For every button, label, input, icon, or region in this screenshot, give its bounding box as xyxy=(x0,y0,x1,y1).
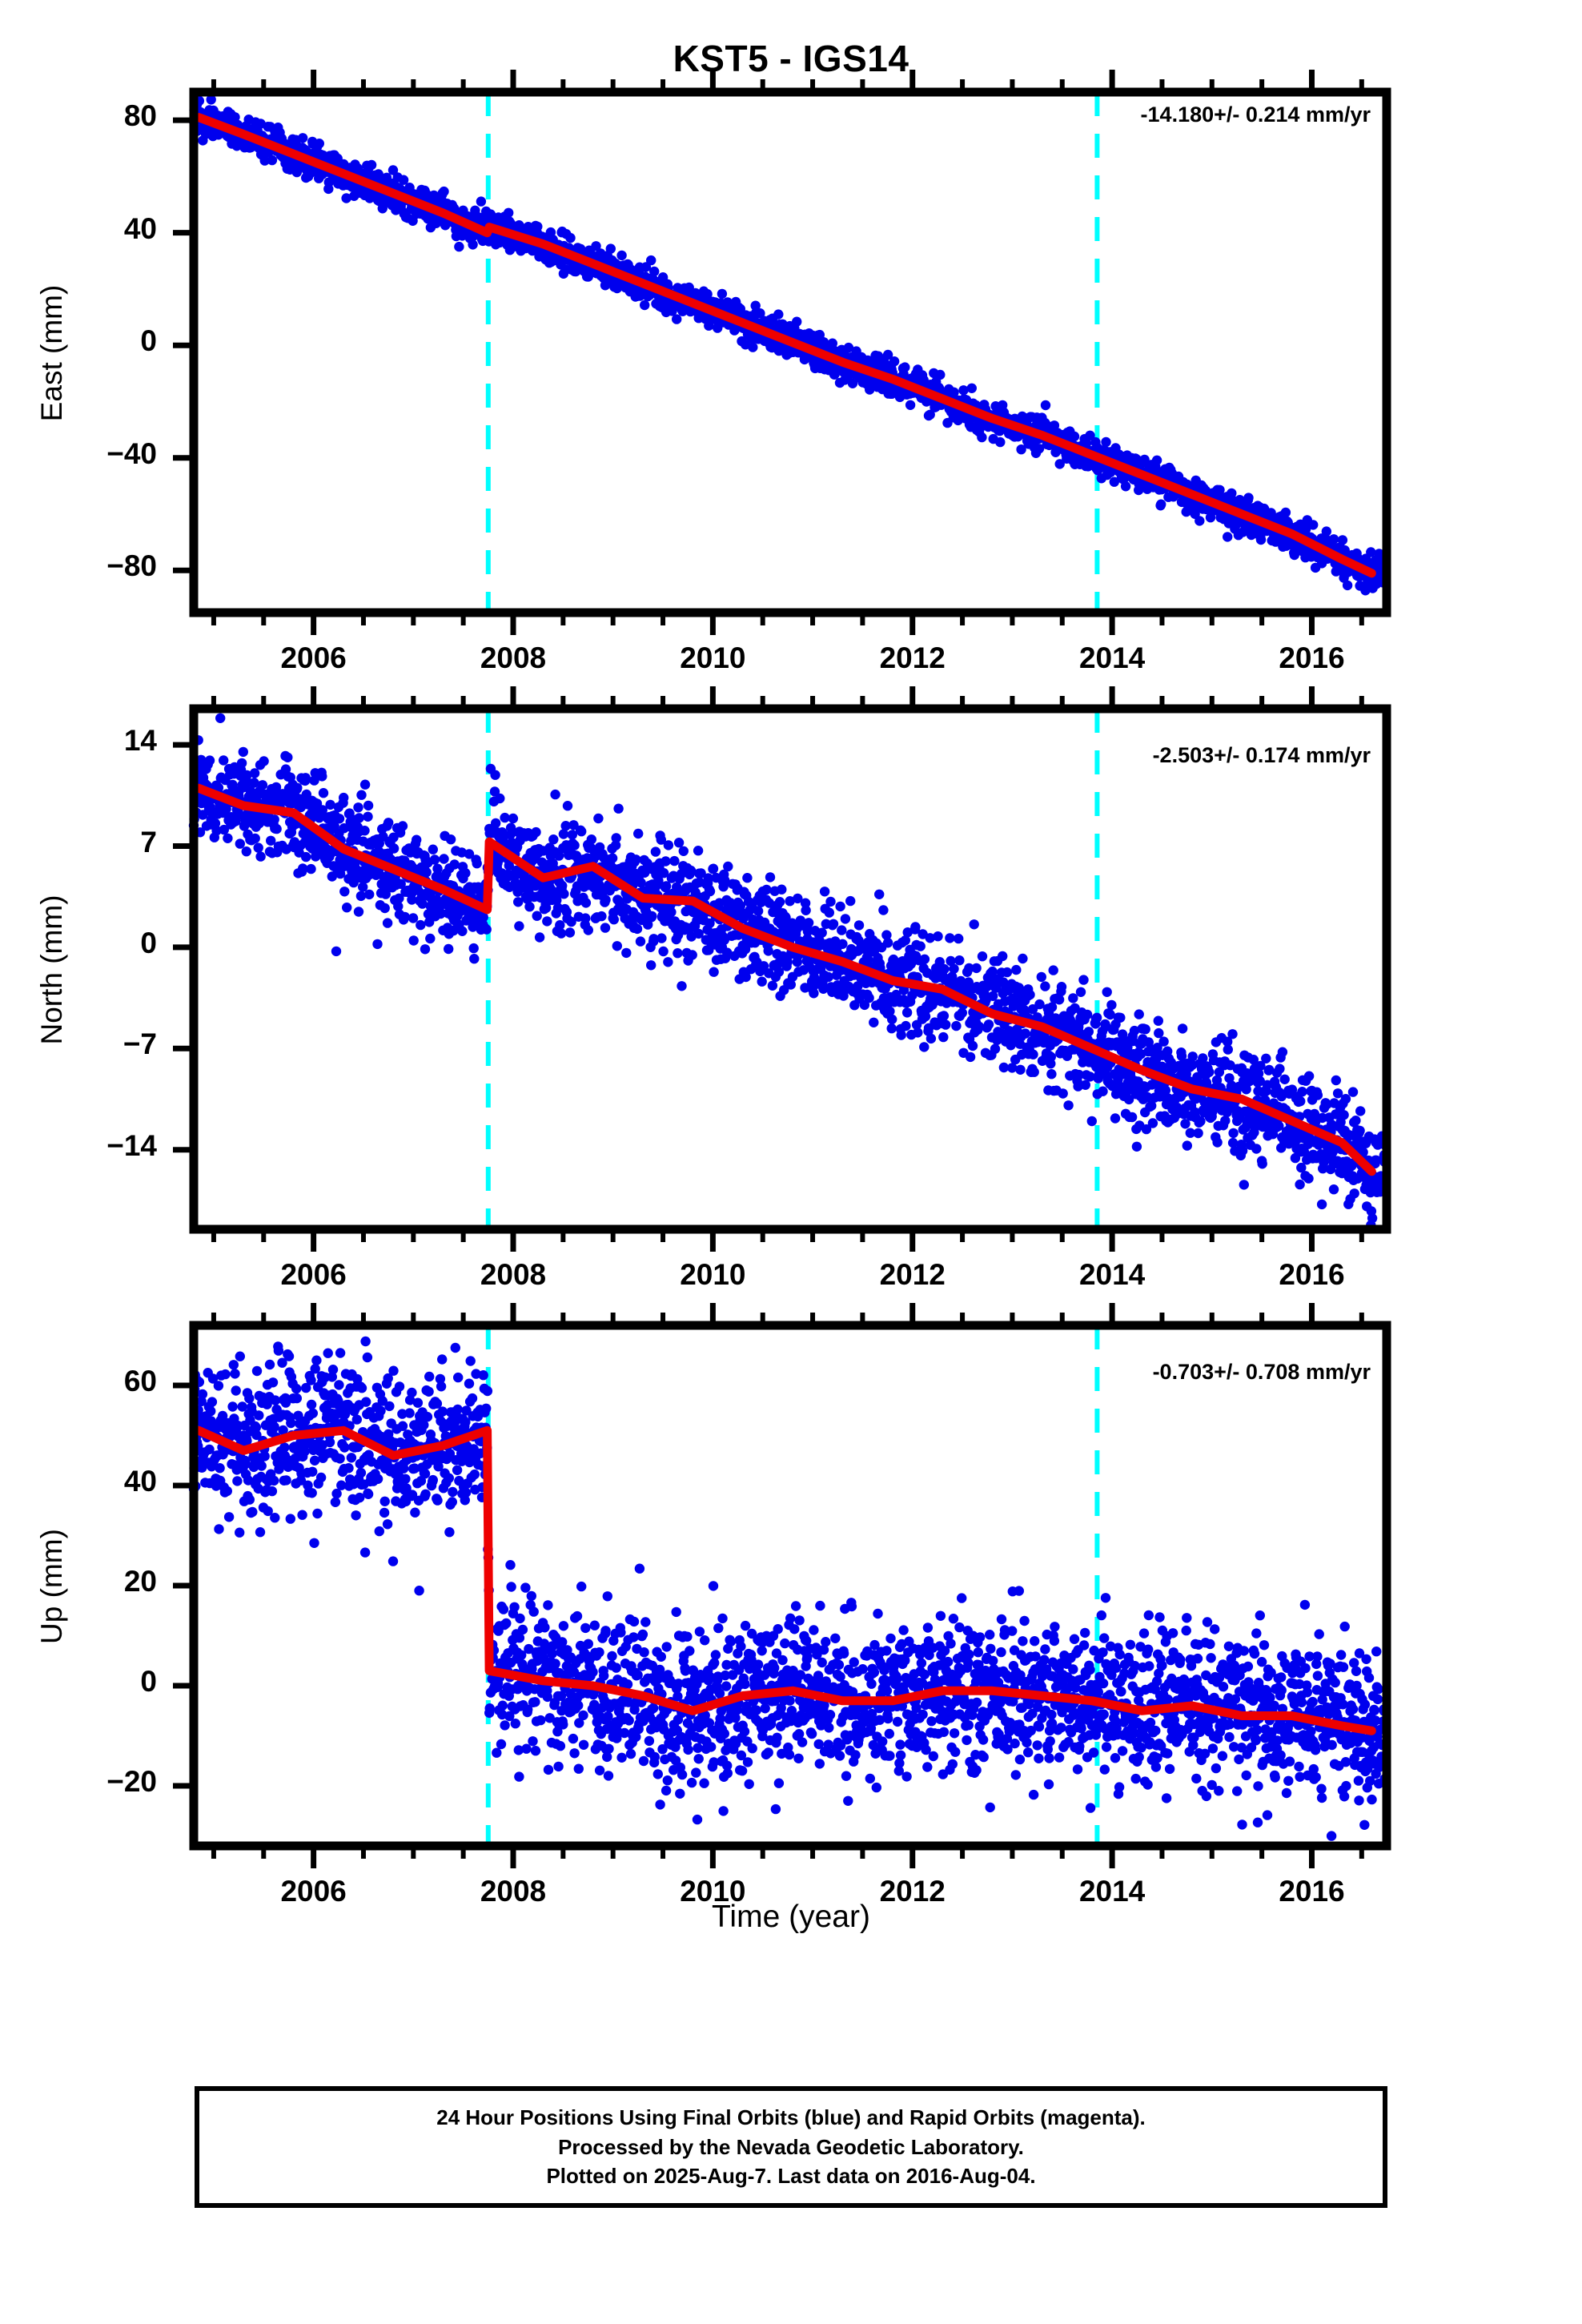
x-tick-label-up-2014: 2014 xyxy=(1078,1875,1146,1908)
break-epoch-lines xyxy=(485,92,1100,613)
x-tick-label-north-2012: 2012 xyxy=(879,1258,946,1291)
caption-box: 24 Hour Positions Using Final Orbits (bl… xyxy=(195,2086,1387,2208)
x-tick-label-north-2008: 2008 xyxy=(480,1258,547,1291)
panel-up xyxy=(173,1303,1391,1868)
y-tick-label-up-60: 60 xyxy=(123,1365,157,1397)
up-rate-annotation: -0.703+/- 0.708 mm/yr xyxy=(1152,1360,1371,1384)
x-tick-label-east-2010: 2010 xyxy=(680,641,746,674)
y-tick-label-north-0: 0 xyxy=(140,926,157,959)
x-tick-label-up-2006: 2006 xyxy=(280,1875,347,1908)
x-axis-title: Time (year) xyxy=(712,1900,870,1934)
y-tick-label-up-40: 40 xyxy=(123,1465,157,1498)
y-tick-label-east-0: 0 xyxy=(140,324,157,358)
north-rate-annotation: -2.503+/- 0.174 mm/yr xyxy=(1152,743,1371,767)
panel-east xyxy=(173,70,1391,635)
y-tick-label-up-20: 20 xyxy=(123,1565,157,1598)
fit-line xyxy=(194,113,1376,578)
x-tick-label-up-2008: 2008 xyxy=(480,1875,547,1908)
x-tick-label-north-2014: 2014 xyxy=(1078,1258,1146,1291)
axis-ticks xyxy=(173,70,1364,635)
break-epoch-lines xyxy=(485,709,1100,1229)
axis-ticks xyxy=(173,686,1364,1252)
y-tick-label-east-40: 40 xyxy=(123,211,157,245)
x-tick-label-east-2016: 2016 xyxy=(1279,641,1345,674)
y-tick-label-up-0: 0 xyxy=(140,1665,157,1698)
x-tick-label-north-2016: 2016 xyxy=(1279,1258,1345,1291)
y-tick-label-north-7: 7 xyxy=(140,825,157,858)
x-tick-label-east-2012: 2012 xyxy=(879,641,946,674)
y-tick-label-north-14: 14 xyxy=(123,724,157,758)
north-plot-area xyxy=(173,686,1391,1252)
x-tick-label-up-2012: 2012 xyxy=(879,1875,946,1908)
axis-ticks xyxy=(173,1303,1364,1868)
fit-line xyxy=(194,1425,1376,1735)
y-tick-label-east--40: −40 xyxy=(106,436,157,470)
x-tick-label-east-2006: 2006 xyxy=(280,641,347,674)
caption-line-1: 24 Hour Positions Using Final Orbits (bl… xyxy=(436,2105,1146,2129)
y-tick-label-east--80: −80 xyxy=(106,549,157,583)
x-tick-label-north-2010: 2010 xyxy=(680,1258,746,1291)
x-tick-label-north-2006: 2006 xyxy=(280,1258,347,1291)
y-tick-label-north--14: −14 xyxy=(106,1128,157,1162)
x-tick-label-east-2014: 2014 xyxy=(1078,641,1146,674)
y-tick-label-up--20: −20 xyxy=(106,1765,157,1798)
x-tick-label-up-2016: 2016 xyxy=(1279,1875,1345,1908)
east-rate-annotation: -14.180+/- 0.214 mm/yr xyxy=(1140,103,1371,127)
data-points xyxy=(188,1336,1390,1841)
page-title: KST5 - IGS14 xyxy=(673,38,909,79)
x-tick-label-east-2008: 2008 xyxy=(480,641,547,674)
y-tick-label-east-80: 80 xyxy=(123,99,157,133)
up-plot-area xyxy=(173,1303,1391,1868)
east-plot-area xyxy=(173,70,1391,635)
caption-line-3: Plotted on 2025-Aug-7. Last data on 2016… xyxy=(546,2164,1036,2189)
caption-line-2: Processed by the Nevada Geodetic Laborat… xyxy=(558,2134,1024,2159)
fit-line xyxy=(194,783,1376,1176)
panel-north xyxy=(173,686,1391,1252)
y-tick-label-north--7: −7 xyxy=(122,1027,157,1061)
x-tick-label-up-2010: 2010 xyxy=(680,1875,746,1908)
